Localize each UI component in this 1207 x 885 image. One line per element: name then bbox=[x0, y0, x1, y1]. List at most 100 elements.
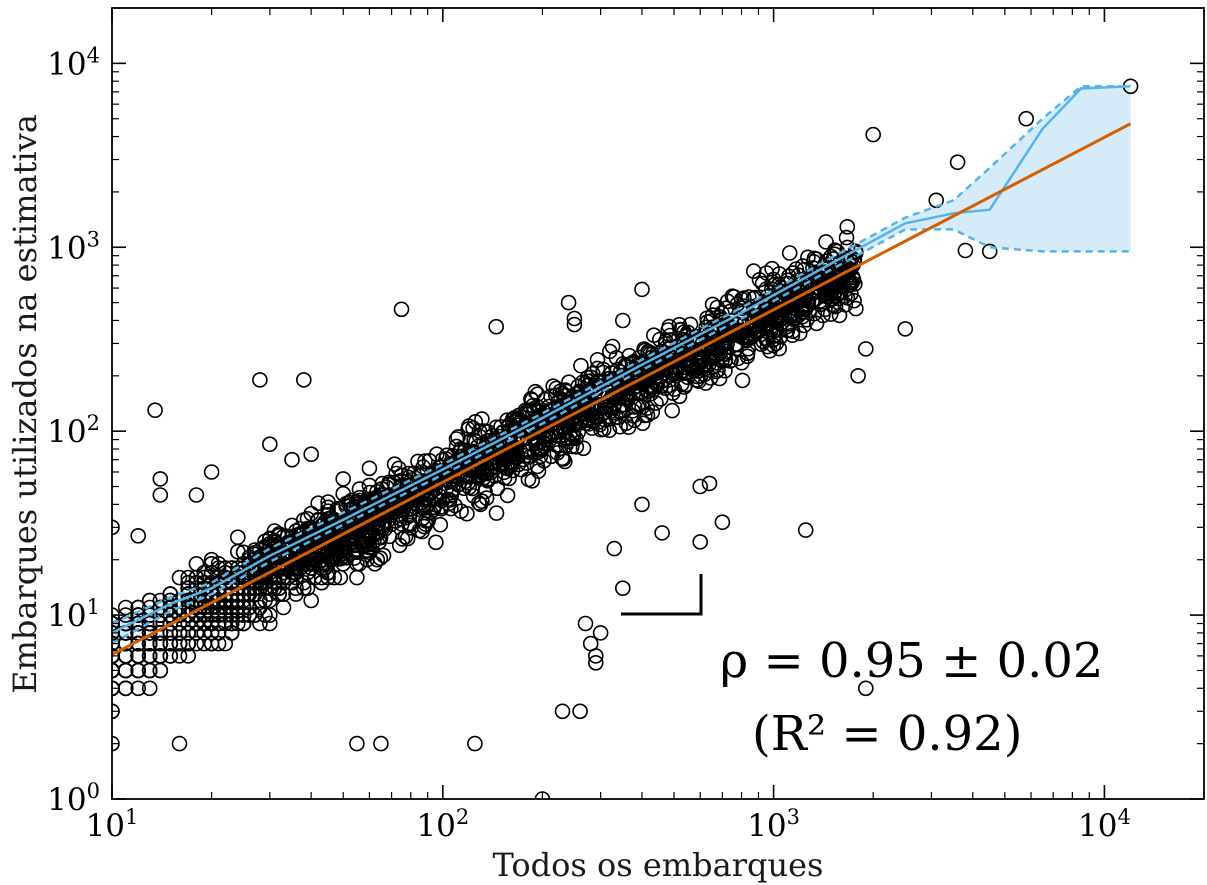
scatter-point bbox=[827, 242, 843, 258]
scatter-point bbox=[271, 560, 287, 576]
x-tick-label: 101 bbox=[86, 805, 139, 844]
scatter-point bbox=[369, 551, 386, 568]
scatter-point bbox=[739, 348, 756, 365]
scatter-point bbox=[524, 392, 540, 408]
outlier-point bbox=[692, 478, 709, 495]
scatter-point bbox=[303, 555, 320, 572]
scatter-point bbox=[252, 615, 268, 632]
outlier-point bbox=[577, 615, 594, 632]
scatter-point bbox=[152, 648, 169, 664]
outlier-point bbox=[701, 475, 718, 492]
scatter-point bbox=[171, 648, 188, 664]
scatter-point bbox=[141, 662, 158, 679]
scatter-point bbox=[459, 505, 475, 522]
scatter-point bbox=[188, 635, 205, 652]
scatter-point bbox=[303, 592, 320, 609]
scatter-point bbox=[479, 432, 496, 449]
outlier-point bbox=[188, 487, 205, 503]
outlier-point bbox=[592, 625, 609, 641]
scatter-point bbox=[351, 481, 368, 497]
scatter-point bbox=[235, 544, 252, 561]
scatter-point bbox=[292, 520, 308, 537]
scatter-point bbox=[162, 586, 179, 602]
scatter-point bbox=[846, 292, 862, 309]
scatter-point bbox=[496, 464, 513, 481]
scatter-point bbox=[499, 487, 516, 504]
median-line bbox=[112, 85, 1131, 635]
x-tick-label: 103 bbox=[747, 805, 800, 844]
scatter-point bbox=[415, 500, 432, 517]
outlier-point bbox=[467, 735, 483, 752]
outlier-point bbox=[614, 312, 631, 329]
scatter-point bbox=[818, 234, 834, 250]
scatter-point bbox=[359, 551, 375, 568]
scatter-point bbox=[787, 300, 804, 316]
band-lower-line bbox=[112, 228, 1131, 645]
scatter-point bbox=[141, 615, 158, 632]
scatter-point bbox=[839, 219, 856, 235]
band-upper-line bbox=[112, 85, 1131, 625]
scatter-point bbox=[171, 569, 188, 586]
scatter-point bbox=[162, 648, 179, 664]
scatter-point bbox=[471, 428, 488, 445]
scatter-point bbox=[474, 411, 490, 427]
scatter-point bbox=[710, 362, 726, 378]
outlier-point bbox=[488, 318, 505, 335]
scatter-point bbox=[610, 383, 626, 400]
y-tick-label: 101 bbox=[47, 595, 100, 634]
scatter-point bbox=[781, 245, 798, 261]
outlier-point bbox=[203, 464, 220, 480]
scatter-point bbox=[130, 662, 146, 679]
outlier-point bbox=[692, 534, 709, 550]
outlier-point bbox=[857, 341, 874, 357]
scatter-point bbox=[443, 500, 459, 517]
scatter-point bbox=[479, 472, 496, 489]
y-tick-label: 102 bbox=[47, 411, 100, 450]
scatter-point bbox=[261, 607, 278, 623]
scatter-point bbox=[288, 586, 304, 602]
scatter-point bbox=[639, 400, 656, 416]
scatter-point bbox=[320, 499, 336, 516]
scatter-point bbox=[529, 434, 546, 451]
scatter-point bbox=[651, 331, 668, 348]
scatter-point bbox=[601, 422, 618, 439]
scatter-point bbox=[332, 550, 349, 567]
outlier-point bbox=[1018, 110, 1034, 127]
scatter-point bbox=[162, 635, 179, 652]
scatter-point bbox=[196, 615, 212, 632]
scatter-point bbox=[335, 526, 352, 542]
y-tick-label: 100 bbox=[47, 779, 100, 818]
scatter-point bbox=[639, 383, 655, 400]
scatter-point bbox=[568, 438, 585, 455]
outlier-point bbox=[797, 522, 814, 538]
scatter-point bbox=[724, 288, 741, 305]
scatter-point bbox=[573, 357, 589, 374]
scatter-point bbox=[391, 537, 408, 554]
outlier-point bbox=[335, 471, 352, 487]
outlier-point bbox=[897, 321, 914, 337]
scatter-point bbox=[230, 564, 246, 581]
scatter-point bbox=[644, 349, 660, 366]
scatter-point bbox=[295, 574, 312, 591]
scatter-point bbox=[612, 418, 628, 435]
scatter-point bbox=[800, 249, 816, 266]
scatter-point bbox=[513, 461, 530, 478]
outlier-point bbox=[714, 514, 731, 531]
scatter-point bbox=[332, 569, 349, 586]
scatter-point bbox=[349, 569, 365, 586]
outlier-point bbox=[981, 243, 998, 260]
scatter-point bbox=[188, 574, 205, 591]
outlier-point bbox=[152, 487, 169, 503]
scatter-point bbox=[354, 507, 370, 524]
scatter-point bbox=[808, 315, 825, 332]
plot-frame bbox=[111, 7, 1205, 800]
scatter-point bbox=[492, 455, 509, 471]
scatter-point bbox=[596, 411, 613, 428]
scatter-point bbox=[696, 366, 713, 383]
scatter-point bbox=[390, 460, 407, 477]
scatter-point bbox=[241, 586, 258, 602]
scatter-point bbox=[210, 635, 227, 652]
outlier-point bbox=[957, 242, 974, 259]
rho-annotation: ρ = 0.95 ± 0.02 bbox=[720, 633, 1103, 689]
